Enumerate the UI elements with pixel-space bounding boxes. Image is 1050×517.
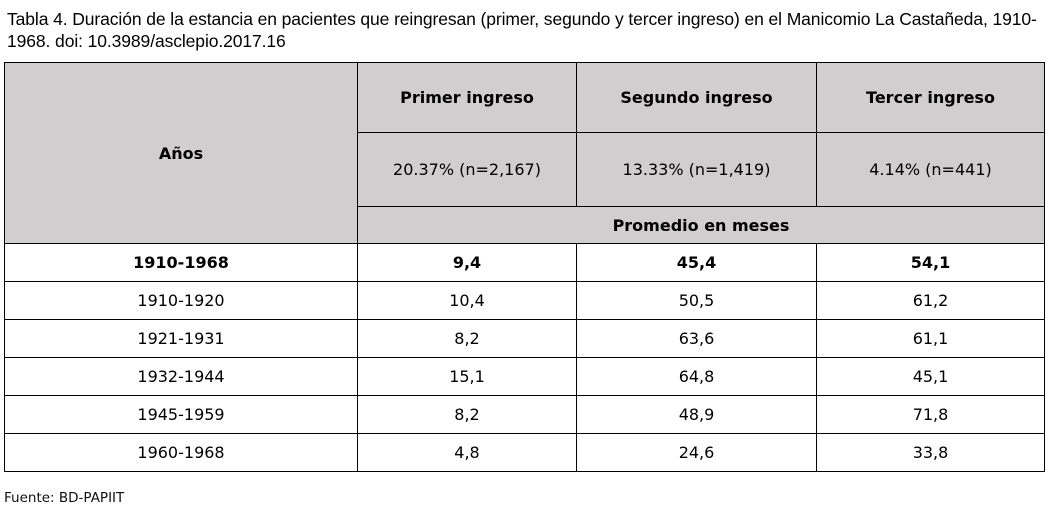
value-cell-tercer: 33,8	[816, 433, 1045, 472]
table-row: 1921-1931 8,2 63,6 61,1	[4, 319, 1045, 358]
value-cell-segundo: 63,6	[576, 319, 817, 358]
value-cell-segundo: 48,9	[576, 395, 817, 434]
value-cell-primer: 4,8	[357, 433, 577, 472]
period-cell: 1945-1959	[4, 395, 358, 434]
value-cell-tercer: 71,8	[816, 395, 1045, 434]
value-cell-tercer: 61,2	[816, 281, 1045, 320]
value-cell-primer: 9,4	[357, 243, 577, 282]
header-row-titles: Años Primer ingreso Segundo ingreso Terc…	[4, 62, 1045, 244]
column-share-tercer: 4.14% (n=441)	[816, 132, 1045, 207]
period-cell: 1910-1968	[4, 243, 358, 282]
value-cell-primer: 8,2	[357, 395, 577, 434]
value-cell-primer: 8,2	[357, 319, 577, 358]
table-row: 1945-1959 8,2 48,9 71,8	[4, 395, 1045, 434]
value-cell-segundo: 64,8	[576, 357, 817, 396]
header-row-shares: 20.37% (n=2,167) 13.33% (n=1,419) 4.14% …	[5, 132, 1045, 207]
value-cell-segundo: 24,6	[576, 433, 817, 472]
subheader-promedio: Promedio en meses	[357, 206, 1045, 244]
value-cell-segundo: 45,4	[576, 243, 817, 282]
value-cell-tercer: 54,1	[816, 243, 1045, 282]
period-cell: 1932-1944	[4, 357, 358, 396]
table-row-total: 1910-1968 9,4 45,4 54,1	[4, 243, 1045, 282]
table-caption: Tabla 4. Duración de la estancia en paci…	[7, 9, 1037, 51]
table-row: 1932-1944 15,1 64,8 45,1	[4, 357, 1045, 396]
value-cell-tercer: 61,1	[816, 319, 1045, 358]
value-cell-segundo: 50,5	[576, 281, 817, 320]
table-row: 1910-1920 10,4 50,5 61,2	[4, 281, 1045, 320]
source-note: Fuente: BD-PAPIIT	[4, 490, 125, 506]
column-share-primer: 20.37% (n=2,167)	[357, 132, 577, 207]
column-header-segundo: Segundo ingreso	[576, 62, 817, 133]
header-row-subheader: Promedio en meses	[5, 206, 1045, 244]
column-share-segundo: 13.33% (n=1,419)	[576, 132, 817, 207]
years-header: Años	[4, 62, 358, 244]
value-cell-primer: 15,1	[357, 357, 577, 396]
period-cell: 1910-1920	[4, 281, 358, 320]
table-row: 1960-1968 4,8 24,6 33,8	[4, 433, 1045, 472]
data-table: Años Primer ingreso Segundo ingreso Terc…	[4, 62, 1045, 472]
period-cell: 1921-1931	[4, 319, 358, 358]
column-header-tercer: Tercer ingreso	[816, 62, 1045, 133]
column-header-primer: Primer ingreso	[357, 62, 577, 133]
value-cell-primer: 10,4	[357, 281, 577, 320]
period-cell: 1960-1968	[4, 433, 358, 472]
value-cell-tercer: 45,1	[816, 357, 1045, 396]
